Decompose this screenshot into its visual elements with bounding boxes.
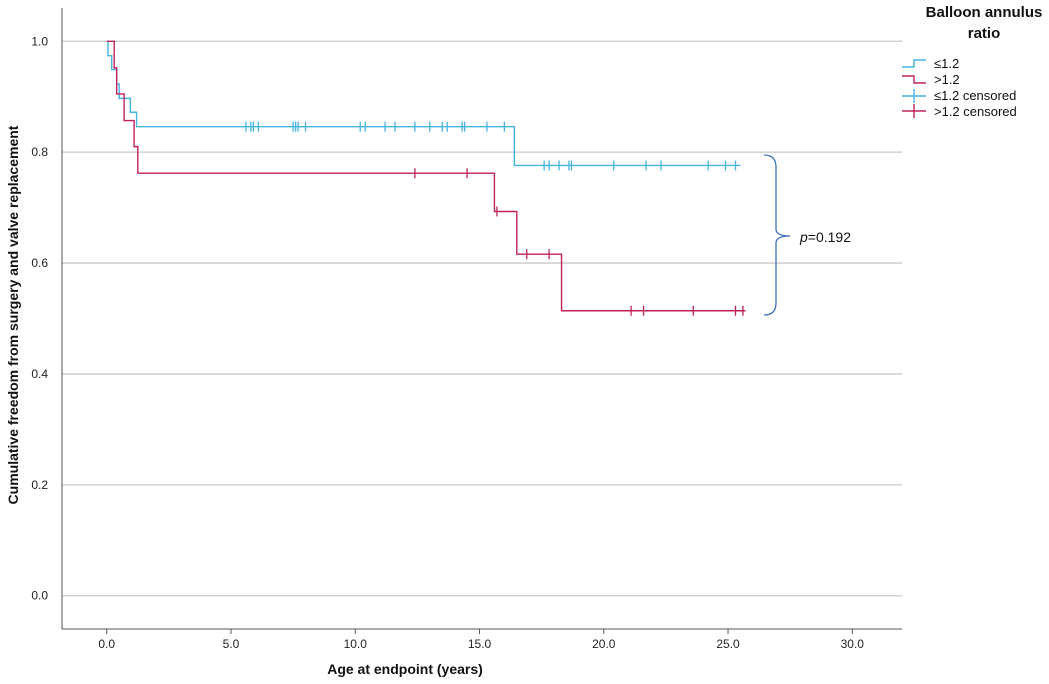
y-tick-label-3: 0.6 <box>31 256 48 270</box>
x-tick-label-4: 20.0 <box>592 637 616 651</box>
legend: Balloon annulus ratio ≤1.2 >1.2 ≤1.2 cen… <box>902 4 1042 119</box>
legend-swatches <box>902 59 926 118</box>
x-tick-label-3: 15.0 <box>468 637 492 651</box>
legend-entry-label-2: >1.2 <box>934 72 960 87</box>
gridlines <box>62 40 902 597</box>
series-layer <box>106 40 746 316</box>
x-tick-label-6: 30.0 <box>841 637 865 651</box>
y-tick-label-2: 0.4 <box>31 367 48 381</box>
y-axis-title: Cumulative freedom from surgery and valv… <box>5 125 21 504</box>
p-value-number: =0.192 <box>808 229 851 245</box>
x-tick-label-5: 25.0 <box>716 637 740 651</box>
y-tick-label-5: 1.0 <box>31 34 48 48</box>
km-curve-series-1 <box>106 40 741 167</box>
p-value-symbol: p <box>799 229 808 245</box>
p-value-brace <box>763 154 791 316</box>
axes <box>61 8 902 634</box>
legend-title-line-2: ratio <box>968 25 1001 42</box>
legend-swatch-1 <box>902 59 926 68</box>
legend-entry-label-1: ≤1.2 <box>934 56 959 71</box>
x-tick-label-1: 5.0 <box>223 637 240 651</box>
y-tick-label-0: 0.0 <box>31 589 48 603</box>
x-tick-label-0: 0.0 <box>98 637 115 651</box>
legend-title-line-1: Balloon annulus <box>926 4 1043 21</box>
x-axis-title: Age at endpoint (years) <box>327 661 483 677</box>
legend-entry-label-3: ≤1.2 censored <box>934 88 1016 103</box>
legend-swatch-2 <box>902 75 926 84</box>
y-tick-label-4: 0.8 <box>31 145 48 159</box>
tick-labels: 0.0 0.2 0.4 0.6 0.8 1.0 0.0 5.0 10.0 15.0 20.0 25.0… <box>31 34 864 651</box>
p-value-annotation: p=0.192 <box>799 229 851 245</box>
km-curve-series-2 <box>106 40 746 312</box>
x-tick-label-2: 10.0 <box>344 637 368 651</box>
y-tick-label-1: 0.2 <box>31 478 48 492</box>
legend-entry-label-4: >1.2 censored <box>934 104 1017 119</box>
